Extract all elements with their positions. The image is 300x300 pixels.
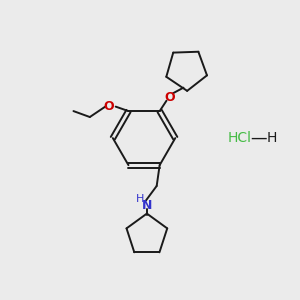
Text: N: N — [142, 199, 152, 212]
Text: O: O — [104, 100, 114, 113]
Text: HCl: HCl — [227, 131, 251, 145]
Text: H: H — [267, 131, 277, 145]
Text: H: H — [136, 194, 145, 204]
Text: O: O — [165, 91, 176, 104]
Text: —: — — [250, 129, 267, 147]
